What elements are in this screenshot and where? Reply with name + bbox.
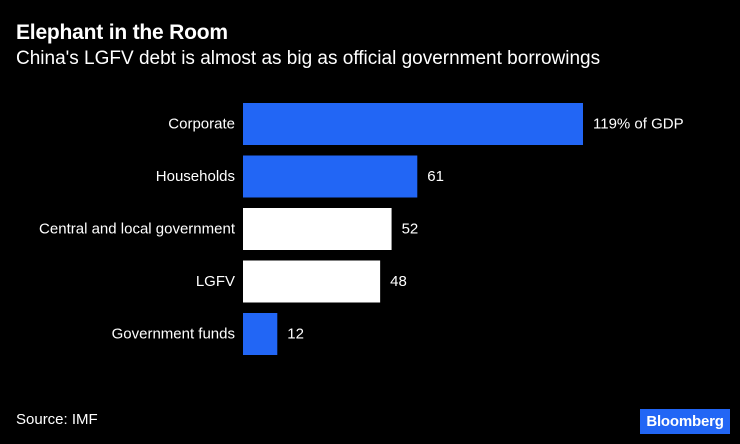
category-label-2: Central and local government <box>39 221 236 238</box>
bar-4 <box>243 313 278 355</box>
value-label-2: 52 <box>402 221 419 238</box>
source-note: Source: IMF <box>16 411 98 428</box>
bar-3 <box>243 260 381 303</box>
bar-2 <box>243 208 392 250</box>
category-label-3: LGFV <box>196 273 235 290</box>
chart-subtitle: China's LGFV debt is almost as big as of… <box>16 48 601 69</box>
value-label-3: 48 <box>390 273 407 290</box>
bar-chart: Corporate 119% of GDP Households 61 Central … <box>39 103 684 355</box>
value-label-4: 12 <box>287 326 304 343</box>
category-label-1: Households <box>156 168 235 185</box>
bar-0 <box>243 103 583 145</box>
chart-title: Elephant in the Room <box>16 21 228 44</box>
category-label-4: Government funds <box>112 326 235 343</box>
value-label-1: 61 <box>427 168 444 185</box>
bloomberg-logo: Bloomberg <box>640 409 730 434</box>
category-label-0: Corporate <box>168 116 235 133</box>
bar-1 <box>243 155 418 198</box>
value-label-0: 119% of GDP <box>593 116 684 133</box>
